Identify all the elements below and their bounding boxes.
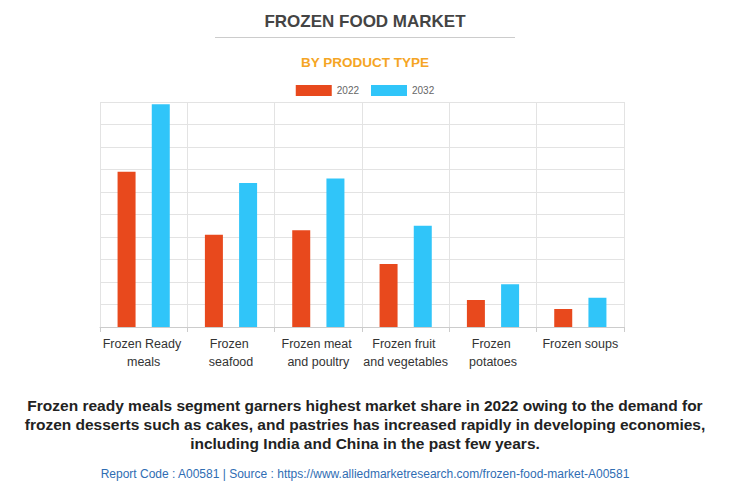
svg-text:seafood: seafood — [209, 355, 254, 369]
svg-text:Frozen fruit: Frozen fruit — [372, 337, 439, 351]
html-text:Frozen ready meals segment gar: Frozen ready meals segment garners highe… — [24, 397, 706, 452]
html-text:Report Code : A00581 | Source: Report Code : A00581 | Source : https://… — [100, 467, 630, 481]
svg-text:2022: 2022 — [337, 85, 360, 96]
svg-text:meals: meals — [127, 355, 160, 369]
svg-text:and vegetables: and vegetables — [363, 355, 448, 369]
svg-text:2032: 2032 — [412, 85, 435, 96]
svg-text:BY PRODUCT TYPE: BY PRODUCT TYPE — [301, 55, 429, 70]
svg-text:Frozen Ready: Frozen Ready — [103, 337, 185, 351]
svg-text:Frozen: Frozen — [472, 337, 514, 351]
svg-text:potatoes: potatoes — [469, 355, 517, 369]
svg-text:Frozen meat: Frozen meat — [282, 337, 356, 351]
svg-text:Frozen soups: Frozen soups — [542, 337, 618, 351]
svg-text:FROZEN FOOD MARKET: FROZEN FOOD MARKET — [264, 12, 466, 31]
svg-text:and poultry: and poultry — [287, 355, 350, 369]
svg-text:Frozen: Frozen — [210, 337, 252, 351]
